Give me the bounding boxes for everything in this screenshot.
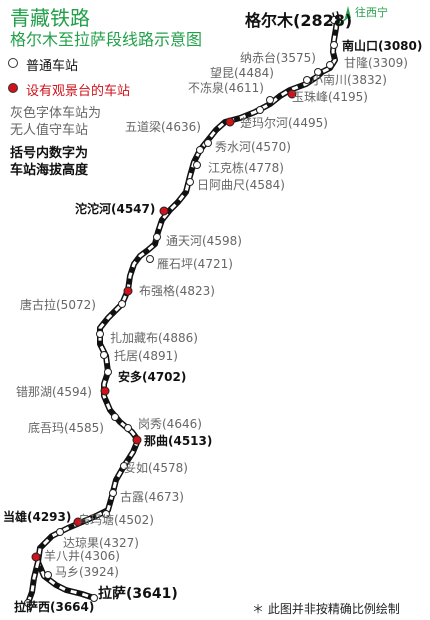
- branch-track-dashes: [26, 561, 40, 604]
- track-dashes: [36, 11, 339, 600]
- station-marker: [193, 161, 201, 169]
- station-label: 秀水河(4570): [215, 140, 291, 154]
- station-marker: [326, 61, 334, 69]
- station-label: 南山口(3080): [342, 38, 422, 53]
- viewing-station-marker: [100, 386, 110, 396]
- station-marker: [124, 424, 132, 432]
- station-markers: [24, 16, 338, 607]
- station-marker: [330, 16, 338, 24]
- station-marker: [146, 255, 154, 263]
- viewing-station-marker: [225, 117, 235, 127]
- station-marker: [109, 489, 117, 497]
- station-label: 妥如(4578): [124, 460, 188, 475]
- viewing-station-marker: [31, 552, 41, 562]
- station-marker: [266, 96, 274, 104]
- station-marker: [153, 233, 161, 241]
- legend-viewing-label: 设有观景台的车站: [26, 84, 131, 99]
- station-marker: [118, 300, 126, 308]
- station-label: 古露(4673): [120, 489, 184, 504]
- station-label: 错那湖(4594): [16, 384, 92, 399]
- station-label: 羊八井(4306): [44, 548, 120, 563]
- destination-label: 往西宁: [355, 6, 388, 19]
- station-label: 玉珠峰(4195): [292, 90, 368, 104]
- station-label: 不冻泉(4611): [188, 80, 264, 95]
- station-marker: [90, 594, 98, 602]
- station-label: 拉萨西(3664): [14, 599, 94, 614]
- station-marker: [120, 462, 128, 470]
- viewing-station-marker: [73, 517, 83, 527]
- note-gray-line1: 灰色字体车站为: [10, 106, 102, 121]
- arrow-stem: [336, 16, 349, 27]
- station-label: 日阿曲尺(4584): [197, 178, 285, 192]
- station-marker: [24, 599, 32, 607]
- map-title: 青藏铁路: [10, 6, 90, 30]
- station-marker: [44, 571, 52, 579]
- scale-footnote: ＊ 此图并非按精确比例绘制: [252, 602, 400, 616]
- station-label: 纳赤台(3575): [240, 50, 316, 65]
- station-labels: 格尔木(2828) 南山口(3080) 甘隆(3309) 纳赤台(3575) 小南川(3…: [3, 11, 422, 614]
- station-marker: [102, 510, 110, 518]
- red-dot-icon: [8, 83, 18, 93]
- station-label: 乌玛塘(4502): [78, 512, 154, 527]
- station-label: 当雄(4293): [3, 509, 71, 524]
- note-altitude: 括号内数字为 车站海拔高度: [10, 145, 88, 179]
- station-label: 楚玛尔河(4495): [240, 115, 328, 130]
- station-label: 布强格(4823): [139, 283, 215, 298]
- station-marker: [303, 76, 311, 84]
- station-label: 沱沱河(4547): [75, 201, 155, 216]
- viewing-station-marker: [287, 89, 297, 99]
- viewing-station-marker: [123, 286, 133, 296]
- viewing-station-marker: [132, 435, 142, 445]
- station-label: 五道梁(4636): [125, 119, 201, 134]
- station-label: 小南川(3832): [311, 72, 387, 87]
- station-label: 望昆(4484): [210, 66, 274, 80]
- arrow-up-icon: [345, 6, 351, 18]
- station-label: 达琼果(4327): [63, 535, 139, 550]
- station-label: 甘隆(3309): [344, 55, 408, 70]
- note-gray-stations: 灰色字体车站为 无人值守车站: [10, 105, 101, 139]
- note-gray-line2: 无人值守车站: [10, 123, 89, 138]
- station-label: 马乡(3924): [55, 565, 119, 579]
- station-label: 托居(4891): [114, 349, 178, 363]
- station-marker: [196, 146, 204, 154]
- station-marker: [96, 330, 104, 338]
- station-label: 拉萨(3641): [98, 585, 178, 602]
- station-label: 安多(4702): [118, 369, 186, 384]
- xining-direction-arrow: [336, 6, 351, 27]
- station-marker: [330, 41, 338, 49]
- station-label: 江克栋(4778): [208, 160, 284, 175]
- station-label: 岗秀(4646): [138, 417, 202, 431]
- station-marker: [256, 106, 264, 114]
- white-dot-icon: [8, 58, 18, 68]
- map-subtitle: 格尔木至拉萨段线路示意图: [10, 30, 203, 49]
- station-marker: [186, 178, 194, 186]
- legend-normal-label: 普通车站: [26, 59, 79, 74]
- station-marker: [56, 528, 64, 536]
- note-alt-line2: 车站海拔高度: [10, 163, 89, 178]
- station-marker: [204, 139, 212, 147]
- station-marker: [314, 68, 322, 76]
- viewing-station-marker: [159, 206, 169, 216]
- station-label: 那曲(4513): [144, 433, 212, 448]
- station-label: 雁石坪(4721): [157, 257, 233, 271]
- note-alt-line1: 括号内数字为: [10, 146, 89, 161]
- station-label: 唐古拉(5072): [20, 297, 96, 312]
- station-label: 扎加藏布(4886): [110, 331, 198, 345]
- station-marker: [100, 351, 108, 359]
- railway-track: [25, 11, 340, 605]
- station-marker: [111, 413, 119, 421]
- station-marker: [104, 368, 112, 376]
- station-label: 底吾玛(4585): [28, 420, 104, 435]
- station-label: 通天河(4598): [166, 234, 242, 248]
- station-label: 格尔木(2828): [245, 11, 352, 30]
